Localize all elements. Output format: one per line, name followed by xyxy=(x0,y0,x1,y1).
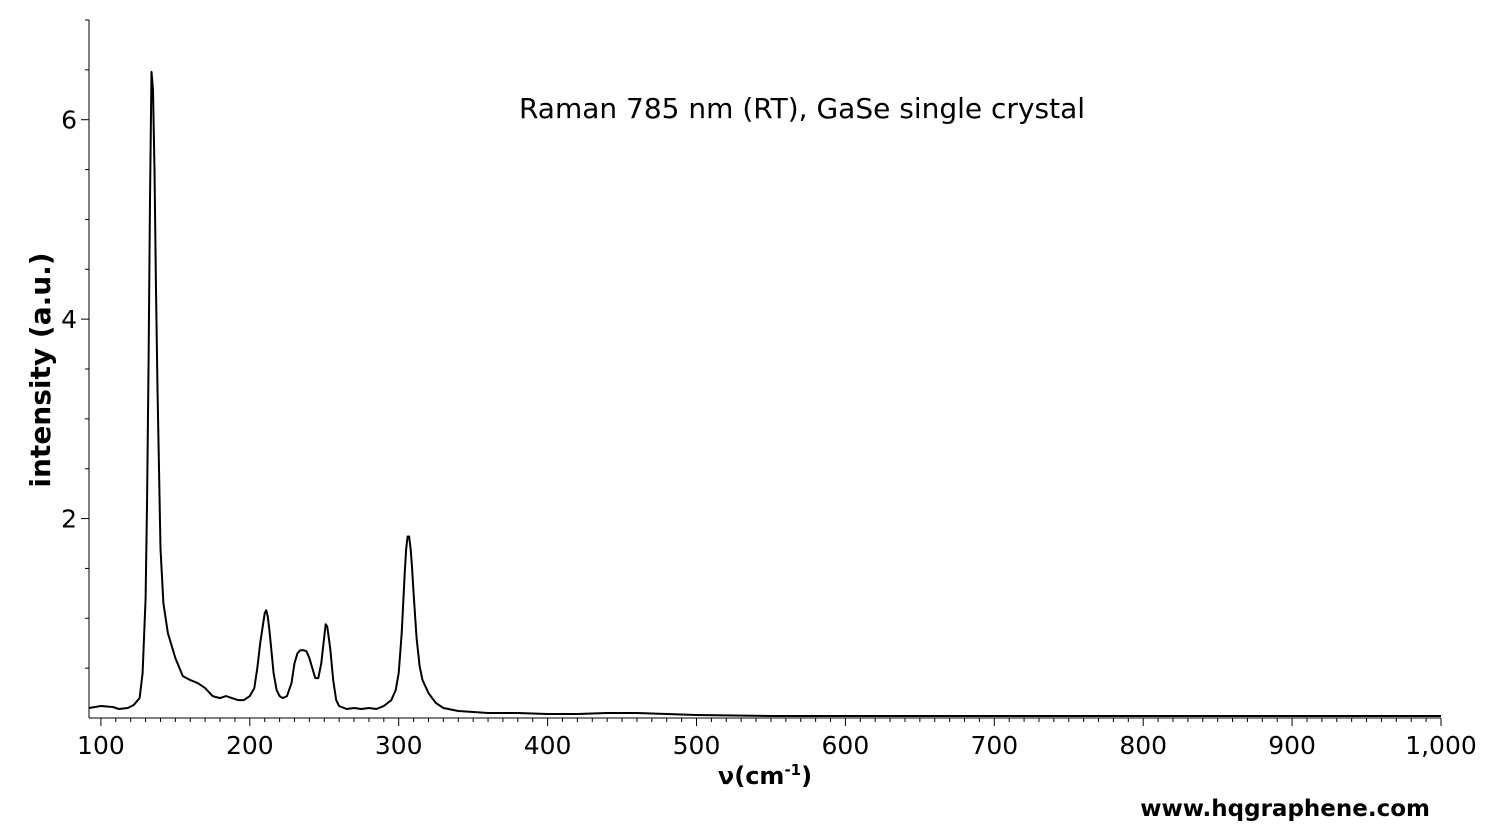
x-tick-labels: 100 200 300 400 500 600 700 800 900 1,000 xyxy=(77,731,1477,760)
x-axis-label-main: ν(cm xyxy=(718,762,785,790)
y-tick-label: 6 xyxy=(61,106,77,135)
y-tick-labels: 2 4 6 xyxy=(61,106,77,534)
x-axis-label-superscript: -1 xyxy=(784,761,801,779)
x-tick-label: 300 xyxy=(375,731,423,760)
x-tick-label: 100 xyxy=(77,731,125,760)
watermark-url: www.hqgraphene.com xyxy=(1140,796,1430,822)
x-minor-ticks xyxy=(115,718,1427,722)
y-tick-label: 4 xyxy=(61,305,77,334)
x-axis-label: ν(cm-1) xyxy=(718,761,812,790)
x-ticks xyxy=(100,718,1442,726)
x-axis-label-suffix: ) xyxy=(801,762,812,790)
x-tick-label: 400 xyxy=(524,731,572,760)
chart-title: Raman 785 nm (RT), GaSe single crystal xyxy=(519,92,1085,125)
x-tick-label: 500 xyxy=(673,731,721,760)
x-tick-label: 1,000 xyxy=(1405,731,1477,760)
y-axis-label: intensity (a.u.) xyxy=(24,252,57,487)
spectrum-line xyxy=(88,70,1441,717)
x-tick-label: 600 xyxy=(822,731,870,760)
y-tick-label: 2 xyxy=(61,505,77,534)
x-tick-label: 800 xyxy=(1119,731,1167,760)
y-ticks xyxy=(81,119,89,520)
x-tick-label: 900 xyxy=(1268,731,1316,760)
x-tick-label: 700 xyxy=(970,731,1018,760)
x-tick-label: 200 xyxy=(226,731,274,760)
y-minor-ticks xyxy=(85,19,89,669)
